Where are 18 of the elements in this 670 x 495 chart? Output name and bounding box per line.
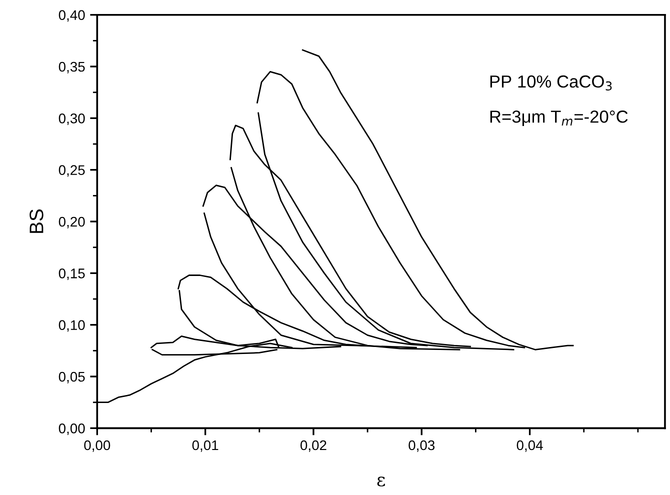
y-tick-label: 0,00: [58, 424, 85, 435]
y-tick-label: 0,20: [58, 216, 85, 228]
y-tick-label: 0,10: [58, 320, 85, 332]
x-tick-label: 0,03: [408, 440, 435, 452]
y-tick-label: 0,30: [58, 114, 85, 125]
x-tick-label: 0,04: [516, 440, 543, 452]
y-tick-label: 0,15: [58, 268, 85, 280]
x-tick-label: 0,01: [192, 440, 218, 452]
y-tick-label: 0,25: [58, 165, 85, 177]
x-tick-label: 0,00: [84, 440, 110, 452]
y-tick-label: 0,05: [58, 372, 85, 384]
x-tick-label: 0,02: [300, 440, 326, 452]
annotation: R=3μm T$_{m}$=-20°C: [490, 110, 628, 126]
y-axis-title: BS: [30, 209, 44, 233]
y-tick-label: 0,35: [58, 62, 85, 74]
y-tick-label: 0,40: [58, 10, 85, 22]
x-axis-title: ε: [377, 476, 385, 486]
annotation: PP 10% CaCO$_{3}$: [490, 75, 612, 91]
